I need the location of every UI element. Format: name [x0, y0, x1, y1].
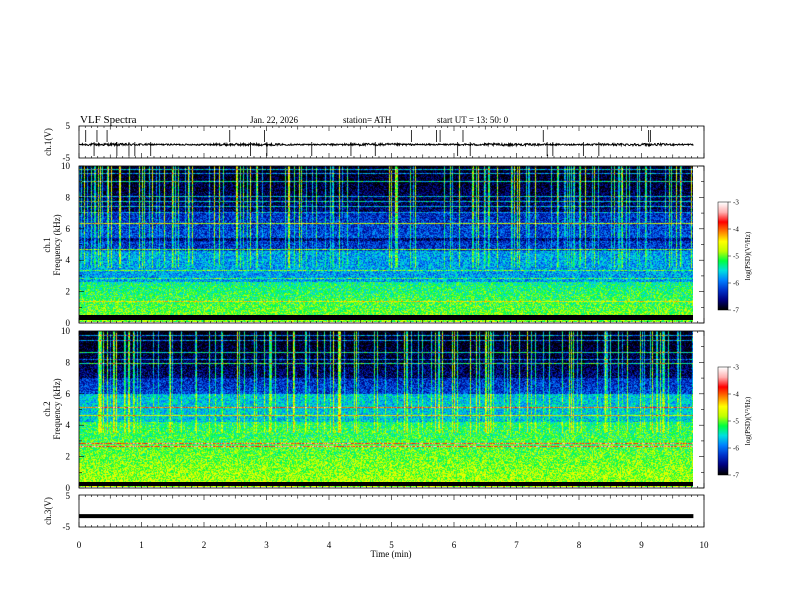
ch1-waveform-line — [78, 141, 694, 148]
cbar1-ticks-label--4: -4 — [733, 226, 739, 234]
ch1-colorbar-ticks: -3 -4 -5 -6 -7 — [728, 199, 739, 315]
x-tick-label-3: 3 — [264, 540, 269, 550]
ch2-colorbar-ticks: -3 -4 -5 -6 -7 — [728, 364, 739, 480]
ch1-colorbar-label: log(PSD)(V²/Hz) — [744, 231, 752, 280]
x-axis-label: Time (min) — [371, 549, 412, 559]
spec1-yticks-label-2: 2 — [66, 287, 71, 297]
spec1-yticks-label-4: 4 — [66, 255, 71, 265]
cbar2-ticks-label--7: -7 — [733, 472, 739, 480]
cbar2-ticks-label--6: -6 — [733, 445, 739, 453]
ch1-colorbar: -3 -4 -5 -6 -7 log(PSD)(V²/Hz) — [717, 199, 752, 315]
ch3-waveform-ylabel: ch.3(V) — [43, 497, 53, 525]
ch1-spectrogram-panel: 0 2 4 6 8 10 ch.1 Frequency (kHz) — [42, 161, 705, 328]
spec1-yticks-label-8: 8 — [66, 192, 71, 202]
x-tick-label-9: 9 — [639, 540, 644, 550]
ch1-ytick-bottom: -5 — [63, 153, 71, 163]
spec2-yticks-label-10: 10 — [61, 326, 71, 336]
x-tick-label-4: 4 — [327, 540, 332, 550]
spec1-yticks-label-10: 10 — [61, 161, 71, 171]
ch3-ytick-top: 5 — [66, 491, 71, 501]
spec2-yticks-label-4: 4 — [66, 420, 71, 430]
ch2-spectrogram-panel: 0 2 4 6 8 10 ch.2 Frequency (kHz) — [42, 326, 705, 493]
ch1-ytick-top: 5 — [66, 121, 71, 131]
x-tick-label-10: 10 — [700, 540, 710, 550]
spec2-yticks-label-6: 6 — [66, 389, 71, 399]
ch1-spikes — [85, 130, 651, 156]
x-tick-label-1: 1 — [139, 540, 144, 550]
spec1-yticks-label-6: 6 — [66, 224, 71, 234]
ch2-colorbar-gradient — [718, 367, 728, 475]
cbar1-ticks-label--5: -5 — [733, 253, 739, 261]
x-axis-ticks — [78, 126, 705, 527]
start-time-label: start UT = 13: 50: 0 — [437, 115, 509, 125]
ch2-colorbar: -3 -4 -5 -6 -7 log(PSD)(V²/Hz) — [717, 364, 752, 480]
ch3-ytick-bottom: -5 — [63, 522, 71, 532]
date-label: Jan. 22, 2026 — [250, 115, 298, 125]
ch2-spectrogram-base-band — [79, 482, 693, 486]
spec2-yticks-label-0: 0 — [66, 483, 71, 493]
ch1-spectrogram-base-band — [79, 315, 693, 320]
ch2-spectrogram-ylabel-frequency: Frequency (kHz) — [52, 378, 62, 439]
cbar1-ticks-label--7: -7 — [733, 307, 739, 315]
ch1-spectrogram-ylabel-frequency: Frequency (kHz) — [52, 214, 62, 275]
ch1-colorbar-gradient — [718, 202, 728, 310]
figure-title: VLF Spectra — [80, 114, 137, 126]
x-tick-label-8: 8 — [577, 540, 582, 550]
ch2-spectrogram-yticks: 0 2 4 6 8 10 — [61, 326, 704, 493]
spec2-yticks-label-8: 8 — [66, 357, 71, 367]
ch1-spectrogram-image — [79, 166, 693, 322]
x-tick-label-0: 0 — [77, 540, 82, 550]
x-tick-label-7: 7 — [514, 540, 519, 550]
ch2-spectrogram-ylabel-channel: ch.2 — [42, 401, 52, 416]
ch1-waveform-panel: 5 -5 ch.1(V) — [43, 121, 705, 163]
spec1-yticks-label-0: 0 — [66, 318, 71, 328]
cbar2-ticks-label--4: -4 — [733, 391, 739, 399]
ch1-spectrogram-yticks: 0 2 4 6 8 10 — [61, 161, 704, 328]
ch3-waveform-panel: 5 -5 ch.3(V) — [43, 491, 705, 532]
x-tick-label-2: 2 — [202, 540, 207, 550]
station-label: station= ATH — [343, 115, 392, 125]
ch2-spectrogram-image — [79, 331, 693, 487]
ch1-spectrogram-ylabel-channel: ch.1 — [42, 237, 52, 252]
x-tick-label-5: 5 — [389, 540, 394, 550]
cbar2-ticks-label--5: -5 — [733, 418, 739, 426]
ch2-colorbar-label: log(PSD)(V²/Hz) — [744, 396, 752, 445]
x-tick-label-6: 6 — [452, 540, 457, 550]
spec2-yticks-label-2: 2 — [66, 452, 71, 462]
cbar2-ticks-label--3: -3 — [733, 364, 739, 372]
cbar1-ticks-label--3: -3 — [733, 199, 739, 207]
cbar1-ticks-label--6: -6 — [733, 280, 739, 288]
x-axis-tick-labels: 0 1 2 3 4 5 6 7 8 9 10 — [77, 540, 709, 550]
ch1-waveform-ylabel: ch.1(V) — [43, 128, 53, 156]
